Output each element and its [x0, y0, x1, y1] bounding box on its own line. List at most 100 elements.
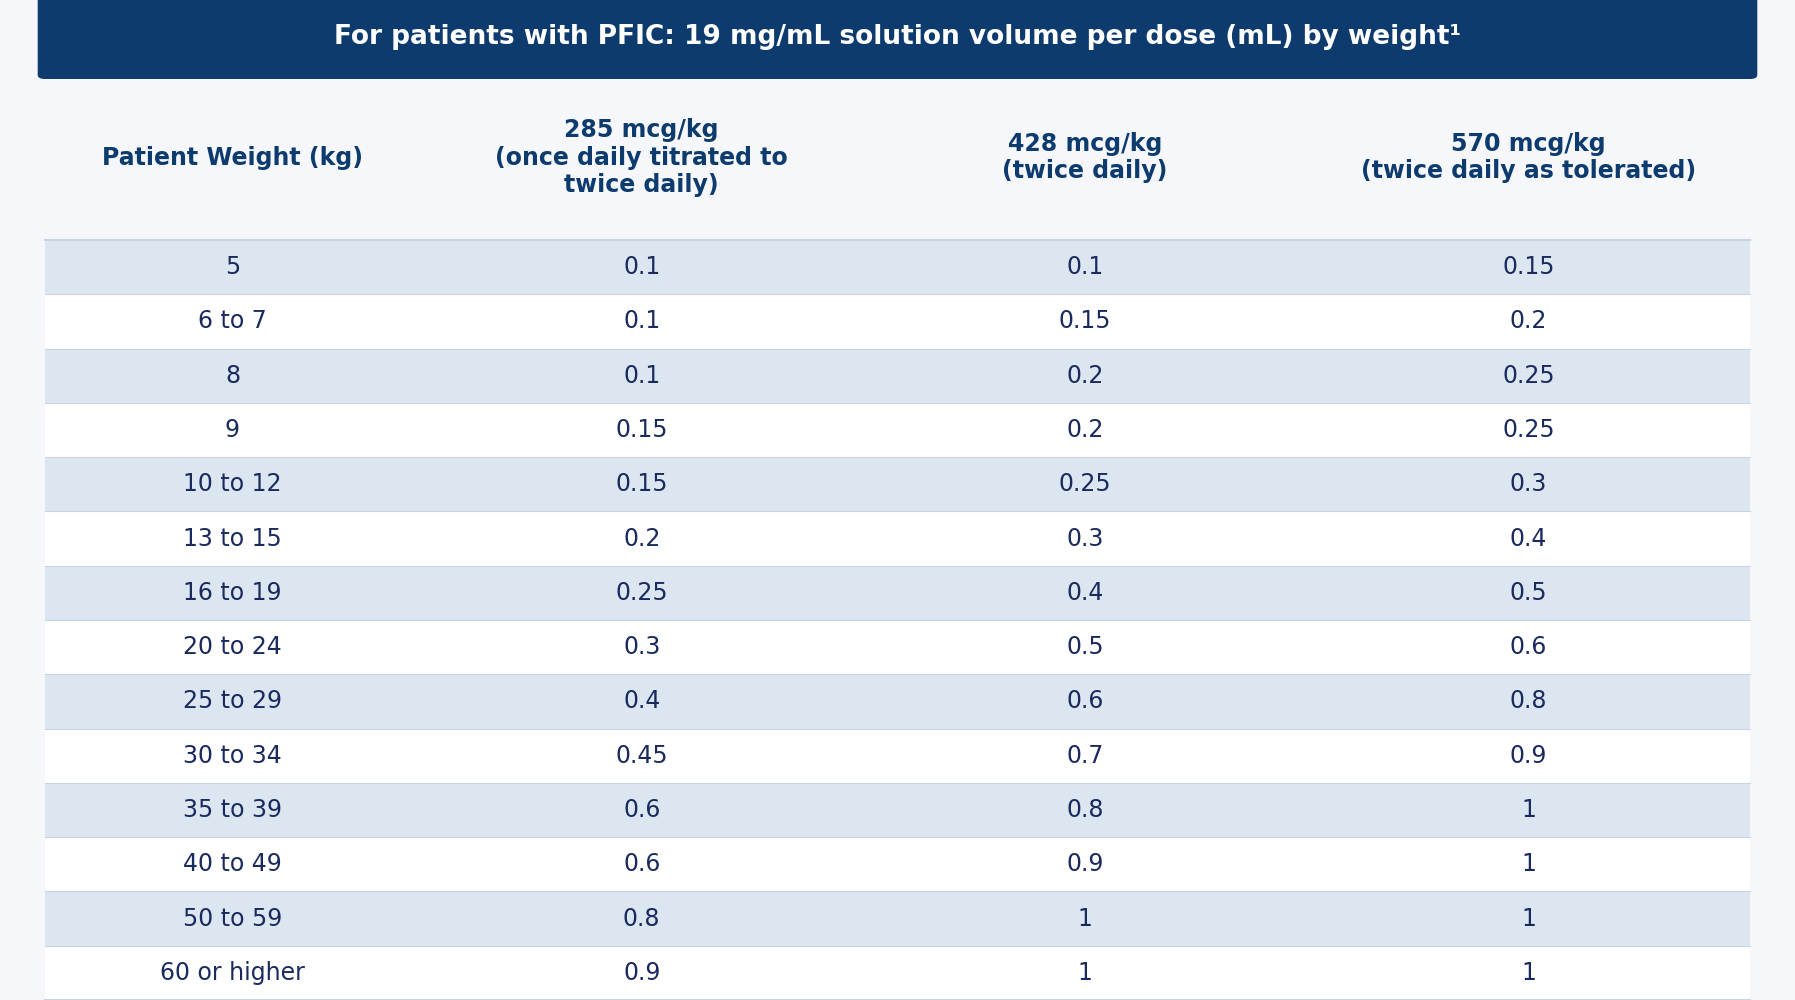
Text: 25 to 29: 25 to 29: [183, 689, 282, 713]
Bar: [869, 787, 1301, 833]
Text: 0.25: 0.25: [1059, 472, 1111, 496]
Text: 50 to 59: 50 to 59: [183, 907, 282, 931]
Text: 0.25: 0.25: [1502, 364, 1554, 388]
Text: 0.15: 0.15: [1502, 255, 1554, 279]
Bar: [45, 240, 1750, 294]
Bar: [50, 244, 415, 290]
Text: 0.2: 0.2: [1510, 309, 1547, 333]
Bar: [1312, 895, 1745, 942]
Bar: [425, 244, 858, 290]
Bar: [869, 570, 1301, 616]
Text: 0.4: 0.4: [623, 689, 661, 713]
Bar: [1312, 461, 1745, 507]
Text: 0.1: 0.1: [623, 364, 661, 388]
Bar: [45, 457, 1750, 511]
Text: 0.1: 0.1: [623, 255, 661, 279]
Text: 0.5: 0.5: [1510, 581, 1547, 605]
Text: 0.15: 0.15: [1059, 309, 1111, 333]
Text: 0.15: 0.15: [616, 418, 668, 442]
Text: 0.1: 0.1: [623, 309, 661, 333]
Bar: [869, 244, 1301, 290]
Bar: [425, 353, 858, 399]
Text: 9: 9: [224, 418, 241, 442]
Bar: [1312, 678, 1745, 725]
Text: 13 to 15: 13 to 15: [183, 527, 282, 551]
Text: 1: 1: [1077, 961, 1093, 985]
Bar: [869, 895, 1301, 942]
Text: 1: 1: [1520, 907, 1537, 931]
Bar: [45, 783, 1750, 837]
Bar: [1312, 787, 1745, 833]
Text: Patient Weight (kg): Patient Weight (kg): [102, 145, 363, 169]
Bar: [50, 895, 415, 942]
Text: 60 or higher: 60 or higher: [160, 961, 305, 985]
Bar: [50, 570, 415, 616]
Bar: [1312, 570, 1745, 616]
Bar: [50, 678, 415, 725]
Bar: [50, 461, 415, 507]
Bar: [1312, 244, 1745, 290]
Text: 1: 1: [1520, 961, 1537, 985]
Bar: [45, 403, 1750, 457]
Text: 0.7: 0.7: [1066, 744, 1104, 768]
Text: 0.8: 0.8: [1066, 798, 1104, 822]
Text: 40 to 49: 40 to 49: [183, 852, 282, 876]
Text: 5: 5: [224, 255, 241, 279]
Text: 1: 1: [1077, 907, 1093, 931]
Text: 0.2: 0.2: [1066, 364, 1104, 388]
Text: 30 to 34: 30 to 34: [183, 744, 282, 768]
Text: 0.3: 0.3: [1066, 527, 1104, 551]
Text: 0.4: 0.4: [1510, 527, 1547, 551]
Text: 35 to 39: 35 to 39: [183, 798, 282, 822]
Text: 0.4: 0.4: [1066, 581, 1104, 605]
Text: 1: 1: [1520, 798, 1537, 822]
Text: 0.9: 0.9: [623, 961, 661, 985]
Bar: [45, 511, 1750, 566]
FancyBboxPatch shape: [38, 0, 1757, 79]
Bar: [45, 729, 1750, 783]
Bar: [425, 461, 858, 507]
Text: 0.3: 0.3: [1510, 472, 1547, 496]
Text: 0.2: 0.2: [1066, 418, 1104, 442]
Bar: [45, 674, 1750, 729]
Bar: [869, 353, 1301, 399]
Bar: [45, 620, 1750, 674]
Text: 0.6: 0.6: [1510, 635, 1547, 659]
Text: 0.9: 0.9: [1066, 852, 1104, 876]
Text: 0.3: 0.3: [623, 635, 661, 659]
Text: 1: 1: [1520, 852, 1537, 876]
Bar: [50, 353, 415, 399]
Text: 8: 8: [224, 364, 241, 388]
Text: 6 to 7: 6 to 7: [197, 309, 267, 333]
Bar: [1312, 353, 1745, 399]
Bar: [425, 787, 858, 833]
Bar: [45, 946, 1750, 1000]
Text: 570 mcg/kg
(twice daily as tolerated): 570 mcg/kg (twice daily as tolerated): [1361, 132, 1696, 183]
Text: 0.15: 0.15: [616, 472, 668, 496]
Text: 0.45: 0.45: [616, 744, 668, 768]
Text: For patients with PFIC: 19 mg/mL solution volume per dose (mL) by weight¹: For patients with PFIC: 19 mg/mL solutio…: [334, 24, 1461, 50]
Bar: [869, 678, 1301, 725]
Text: 0.25: 0.25: [1502, 418, 1554, 442]
Text: 0.6: 0.6: [623, 852, 661, 876]
Text: 0.6: 0.6: [1066, 689, 1104, 713]
Text: 10 to 12: 10 to 12: [183, 472, 282, 496]
Text: 428 mcg/kg
(twice daily): 428 mcg/kg (twice daily): [1002, 132, 1169, 183]
Bar: [45, 294, 1750, 349]
Bar: [45, 891, 1750, 946]
Text: 0.1: 0.1: [1066, 255, 1104, 279]
Bar: [45, 837, 1750, 891]
Bar: [45, 349, 1750, 403]
Text: 285 mcg/kg
(once daily titrated to
twice daily): 285 mcg/kg (once daily titrated to twice…: [495, 118, 788, 197]
Text: 0.5: 0.5: [1066, 635, 1104, 659]
Text: 0.2: 0.2: [623, 527, 661, 551]
Text: 0.25: 0.25: [616, 581, 668, 605]
Text: 0.6: 0.6: [623, 798, 661, 822]
Text: 0.8: 0.8: [1510, 689, 1547, 713]
Bar: [50, 787, 415, 833]
Bar: [425, 895, 858, 942]
Text: 0.9: 0.9: [1510, 744, 1547, 768]
Text: 0.8: 0.8: [623, 907, 661, 931]
Text: 16 to 19: 16 to 19: [183, 581, 282, 605]
Bar: [869, 461, 1301, 507]
